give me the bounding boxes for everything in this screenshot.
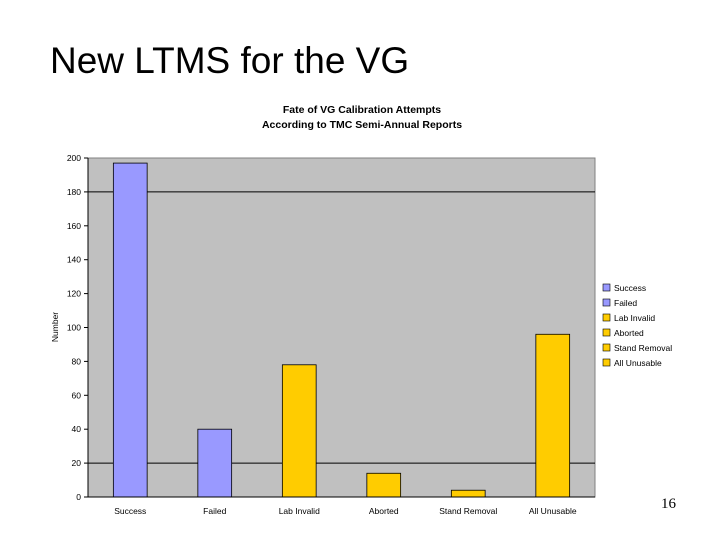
bar [535,333,571,498]
x-tick-label: Aborted [369,506,399,516]
y-tick-label: 140 [67,255,81,265]
plot-area [87,157,596,498]
y-tick-label: 180 [67,187,81,197]
legend-label: Lab Invalid [614,313,655,323]
legend-swatch [602,328,611,337]
slide-title: New LTMS for the VG [50,40,410,81]
y-tick-label: 120 [67,289,81,299]
y-tick-label: 40 [72,424,82,434]
legend-swatch [602,358,611,367]
bar [197,428,233,498]
x-tick-label: Stand Removal [439,506,497,516]
legend-label: Failed [614,298,637,308]
y-tick-label: 60 [72,390,82,400]
bar [450,489,486,498]
legend-label: Stand Removal [614,343,672,353]
legend: Success Failed Lab Invalid Aborted Stand Rem… [602,283,672,368]
legend-label: All Unusable [614,358,662,368]
bar [281,364,317,498]
legend-label: Success [614,283,646,293]
y-tick-label: 200 [67,153,81,163]
legend-swatch [602,343,611,352]
x-tick-label: All Unusable [529,506,577,516]
bar [366,472,402,498]
x-tick-label: Lab Invalid [279,506,320,516]
y-axis-label: Number [50,312,60,342]
y-tick-label: 80 [72,356,82,366]
page-number: 16 [661,496,676,512]
legend-swatch [602,313,611,322]
y-tick-label: 100 [67,323,81,333]
x-tick-label: Failed [203,506,226,516]
chart-subtitle: According to TMC Semi-Annual Reports [262,119,462,131]
chart-title: Fate of VG Calibration Attempts [283,104,441,116]
legend-swatch [602,283,611,292]
x-tick-label: Success [114,506,146,516]
y-tick-label: 20 [72,458,82,468]
legend-swatch [602,298,611,307]
legend-label: Aborted [614,328,644,338]
y-tick-label: 0 [76,492,81,502]
y-tick-label: 160 [67,221,81,231]
bar [112,162,148,498]
